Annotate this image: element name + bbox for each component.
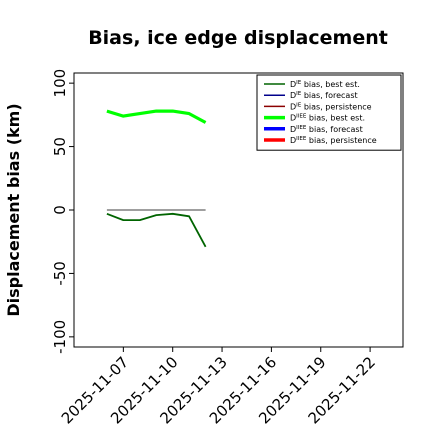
y-tick-label: 0 — [51, 205, 69, 215]
legend-box — [256, 74, 402, 151]
legend-entry-label: DIE bias, forecast — [290, 91, 358, 100]
y-axis-label: Displacement bias (km) — [4, 103, 23, 316]
series-line — [106, 212, 207, 248]
series-lines — [106, 109, 207, 248]
y-tick-label: 100 — [51, 69, 69, 98]
legend-entry-label: DIIEE bias, persistence — [290, 136, 377, 145]
x-axis: 2025-11-072025-11-102025-11-132025-11-16… — [58, 347, 379, 427]
legend: DIE bias, best est. DIE bias, forecast DIE… — [256, 74, 402, 151]
y-tick-label: -50 — [51, 261, 69, 286]
y-tick-label: 50 — [51, 137, 69, 156]
legend-entry-label: DIIEE bias, best est. — [290, 114, 365, 123]
legend-entry-label: DIE bias, best est. — [290, 80, 360, 89]
legend-entry-label: DIIEE bias, forecast — [290, 125, 363, 134]
chart-title: Bias, ice edge displacement — [88, 27, 388, 49]
y-axis: -100 -50 0 50 100 — [51, 69, 74, 354]
legend-entry-label: DIE bias, persistence — [290, 102, 372, 111]
series-line — [106, 109, 207, 124]
y-tick-label: -100 — [51, 320, 69, 354]
